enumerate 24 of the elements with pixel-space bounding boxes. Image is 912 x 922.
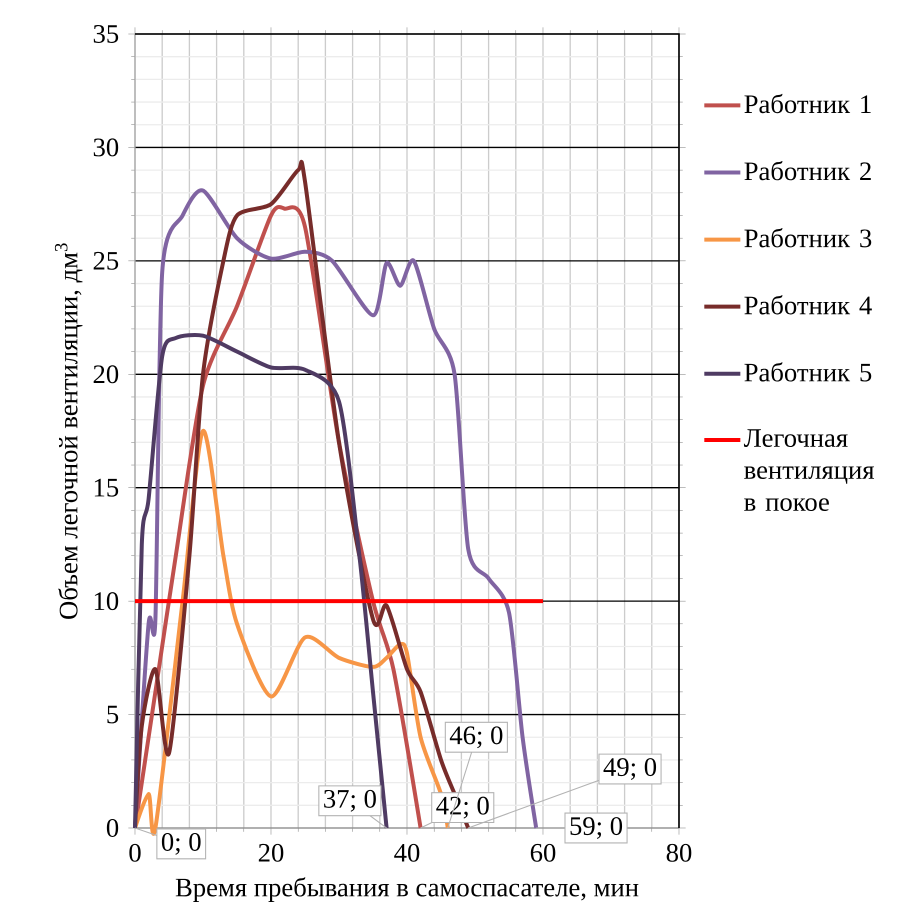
x-axis-title: Время пребывания в самоспасателе, мин (176, 877, 638, 902)
y-tick-label: 20 (94, 365, 118, 384)
annotation: 49; 0 (604, 758, 656, 780)
y-tick-label: 15 (94, 478, 118, 497)
legend-label: Работник 1 (744, 94, 871, 114)
x-tick-label: 0 (129, 844, 141, 862)
x-tick-label: 40 (394, 844, 420, 862)
y-tick-label: 35 (94, 25, 118, 43)
legend-label: Работник 2 (744, 160, 871, 180)
legend-label: Работник 4 (744, 295, 872, 314)
x-tick-label: 60 (530, 844, 556, 862)
legend-label: Легочная вентиляция в покое (744, 429, 874, 512)
annotation: 0; 0 (162, 832, 201, 855)
y-tick-label: 25 (94, 252, 118, 270)
x-tick-label: 80 (666, 844, 692, 862)
y-tick-label: 10 (94, 592, 118, 610)
y-tick-label: 5 (107, 706, 118, 724)
legend-label: Работник 5 (744, 362, 872, 382)
x-tick-label: 20 (258, 844, 284, 862)
legend-label: Работник 3 (744, 228, 872, 248)
annotation: 59; 0 (570, 817, 622, 839)
y-tick-label: 0 (106, 819, 118, 837)
y-axis-title: Объем легочной вентиляции, дм$^{3}$ (54, 243, 82, 619)
y-tick-label: 30 (94, 138, 118, 156)
